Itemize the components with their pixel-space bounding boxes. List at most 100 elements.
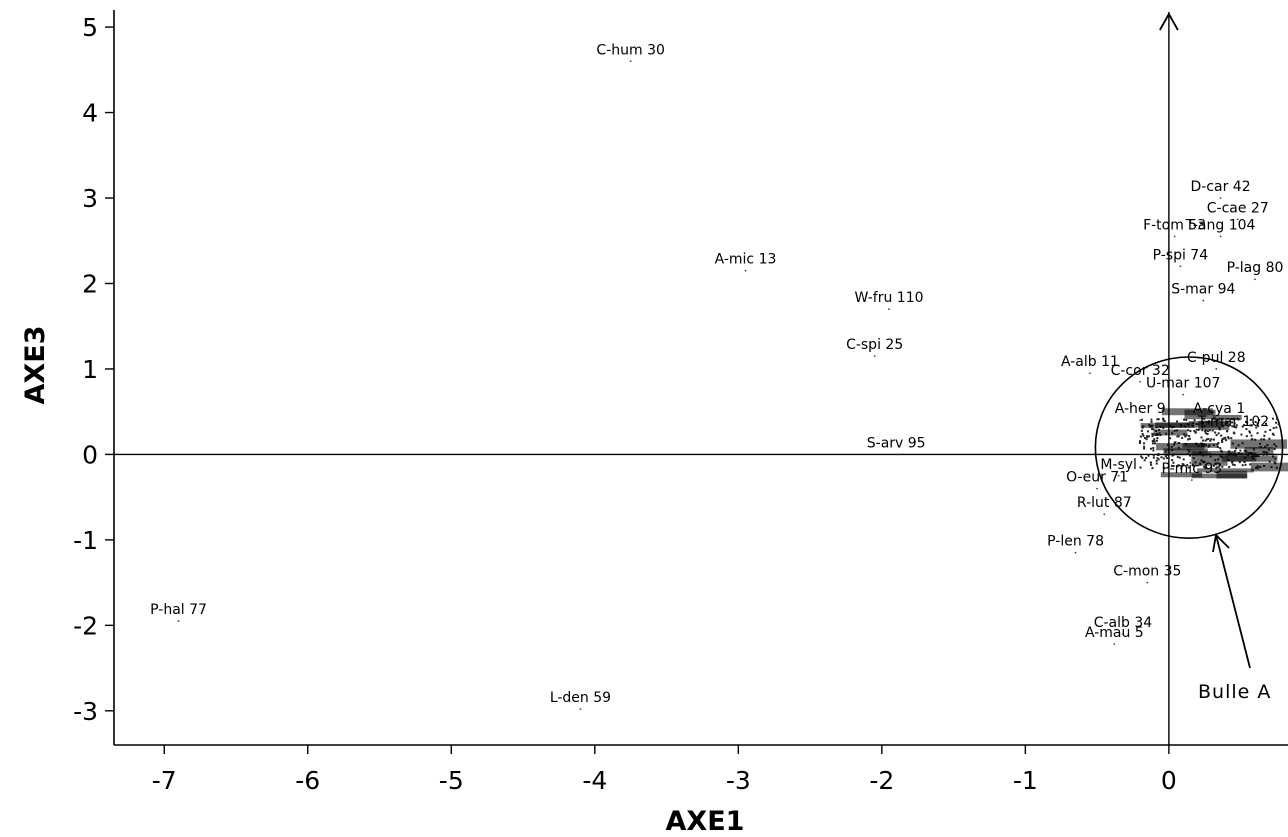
point-label: A-mic 13 (715, 252, 777, 268)
cluster-point (1235, 424, 1238, 427)
cluster-point (1209, 439, 1212, 442)
point-marker (873, 355, 876, 358)
point-label: M-syl (1100, 457, 1137, 473)
cluster-point (1214, 431, 1217, 434)
point-marker (1254, 278, 1256, 281)
cluster-point (1151, 428, 1154, 431)
cluster-label-overlap (1182, 442, 1219, 448)
data-point: M-syl (1100, 457, 1137, 477)
cluster-point (1212, 464, 1215, 467)
cluster-label-overlap (1197, 468, 1254, 473)
cluster-point (1187, 438, 1190, 441)
point-marker (1179, 265, 1182, 268)
cluster-point (1254, 421, 1257, 424)
cluster-point (1182, 458, 1185, 461)
bubble-label: Bulle A (1198, 681, 1271, 703)
y-tick-label: -2 (73, 611, 98, 640)
cluster-point (1187, 429, 1190, 432)
cluster-point (1152, 449, 1155, 452)
cluster-point (1173, 441, 1176, 444)
data-point: C-spi 25 (846, 337, 903, 358)
cluster-point (1231, 463, 1234, 466)
point-marker (1117, 474, 1120, 477)
cluster-point (1145, 456, 1148, 459)
cluster-point (1204, 432, 1207, 435)
cluster-point (1271, 417, 1274, 420)
point-label: C-cae 27 (1207, 200, 1269, 216)
point-label: U-mar 107 (1146, 376, 1220, 392)
cluster-point (1163, 420, 1166, 423)
point-label: W-fru 110 (854, 290, 923, 306)
cluster-point (1153, 442, 1156, 445)
cluster-point (1151, 435, 1154, 438)
cluster-point (1208, 429, 1211, 432)
x-tick-label: -3 (726, 766, 751, 795)
point-marker (579, 708, 582, 711)
cluster-point (1211, 429, 1214, 432)
cluster-point (1264, 430, 1267, 433)
cluster-point (1203, 465, 1206, 468)
data-point: W-fru 110 (854, 290, 924, 311)
x-tick-label: -2 (869, 766, 894, 795)
x-tick-label: -7 (152, 766, 177, 795)
y-tick-label: 2 (82, 269, 98, 298)
cluster-point (1231, 421, 1234, 424)
x-tick-label: 0 (1161, 766, 1177, 795)
cluster-point (1244, 463, 1247, 466)
cluster-point (1233, 432, 1236, 435)
cluster-point (1187, 466, 1190, 469)
x-tick-label: -6 (295, 766, 320, 795)
cluster-point (1177, 464, 1180, 467)
cluster-label-overlap (1191, 455, 1228, 466)
point-label: F-tom 53 (1143, 217, 1206, 233)
cluster-point (1153, 440, 1156, 443)
cluster-point (1140, 429, 1143, 432)
point-marker (177, 620, 180, 622)
cluster-point (1272, 427, 1275, 430)
cluster-point (1146, 430, 1149, 433)
cluster-point (1228, 465, 1231, 468)
cluster-point (1233, 464, 1236, 467)
cluster-point (1275, 426, 1278, 429)
vertical-arrowhead (1159, 12, 1179, 31)
y-tick-label: 5 (82, 13, 98, 42)
cluster-point (1206, 430, 1209, 433)
x-tick-label: -1 (1013, 766, 1038, 795)
cluster-point (1169, 437, 1172, 440)
point-marker (888, 308, 890, 311)
point-marker (1096, 487, 1099, 490)
cluster-point (1221, 441, 1224, 444)
data-point: A-her 9 (1115, 401, 1166, 422)
point-label: A-cya 1 (1193, 401, 1245, 417)
cluster-point (1238, 461, 1241, 464)
cluster-point (1246, 421, 1249, 424)
cluster-point (1143, 447, 1146, 450)
cluster-point (1186, 464, 1189, 467)
point-label: C-pul 28 (1187, 350, 1246, 366)
cluster-point (1147, 435, 1150, 438)
point-label: P-hal 77 (150, 602, 207, 618)
cluster-point (1156, 418, 1159, 421)
cluster-point (1188, 454, 1191, 457)
cluster-point (1143, 445, 1146, 448)
cluster-point (1176, 435, 1179, 438)
data-point: P-spi 74 (1153, 247, 1208, 268)
cluster-point (1263, 434, 1266, 437)
cluster-label-overlap (1230, 439, 1288, 449)
cluster-point (1139, 466, 1142, 469)
point-label: C-mon 35 (1113, 564, 1181, 580)
point-label: P-mic 93 (1161, 461, 1222, 477)
labeled-points: C-hum 30 D-car 42 C-cae 27F-tom 53T-ang 10… (150, 42, 1283, 711)
cluster-point (1147, 454, 1150, 457)
point-marker (1190, 479, 1193, 481)
cluster-point (1207, 438, 1210, 441)
cluster-point (1188, 435, 1191, 438)
point-label: C-cor 32 (1111, 363, 1170, 379)
cluster-point (1172, 465, 1175, 468)
cluster-point (1212, 438, 1215, 441)
cluster-point (1155, 439, 1158, 442)
point-label: P-len 78 (1047, 534, 1104, 550)
cluster-label-overlap (1184, 409, 1216, 420)
cluster-point (1160, 456, 1163, 459)
point-marker (1074, 551, 1077, 554)
